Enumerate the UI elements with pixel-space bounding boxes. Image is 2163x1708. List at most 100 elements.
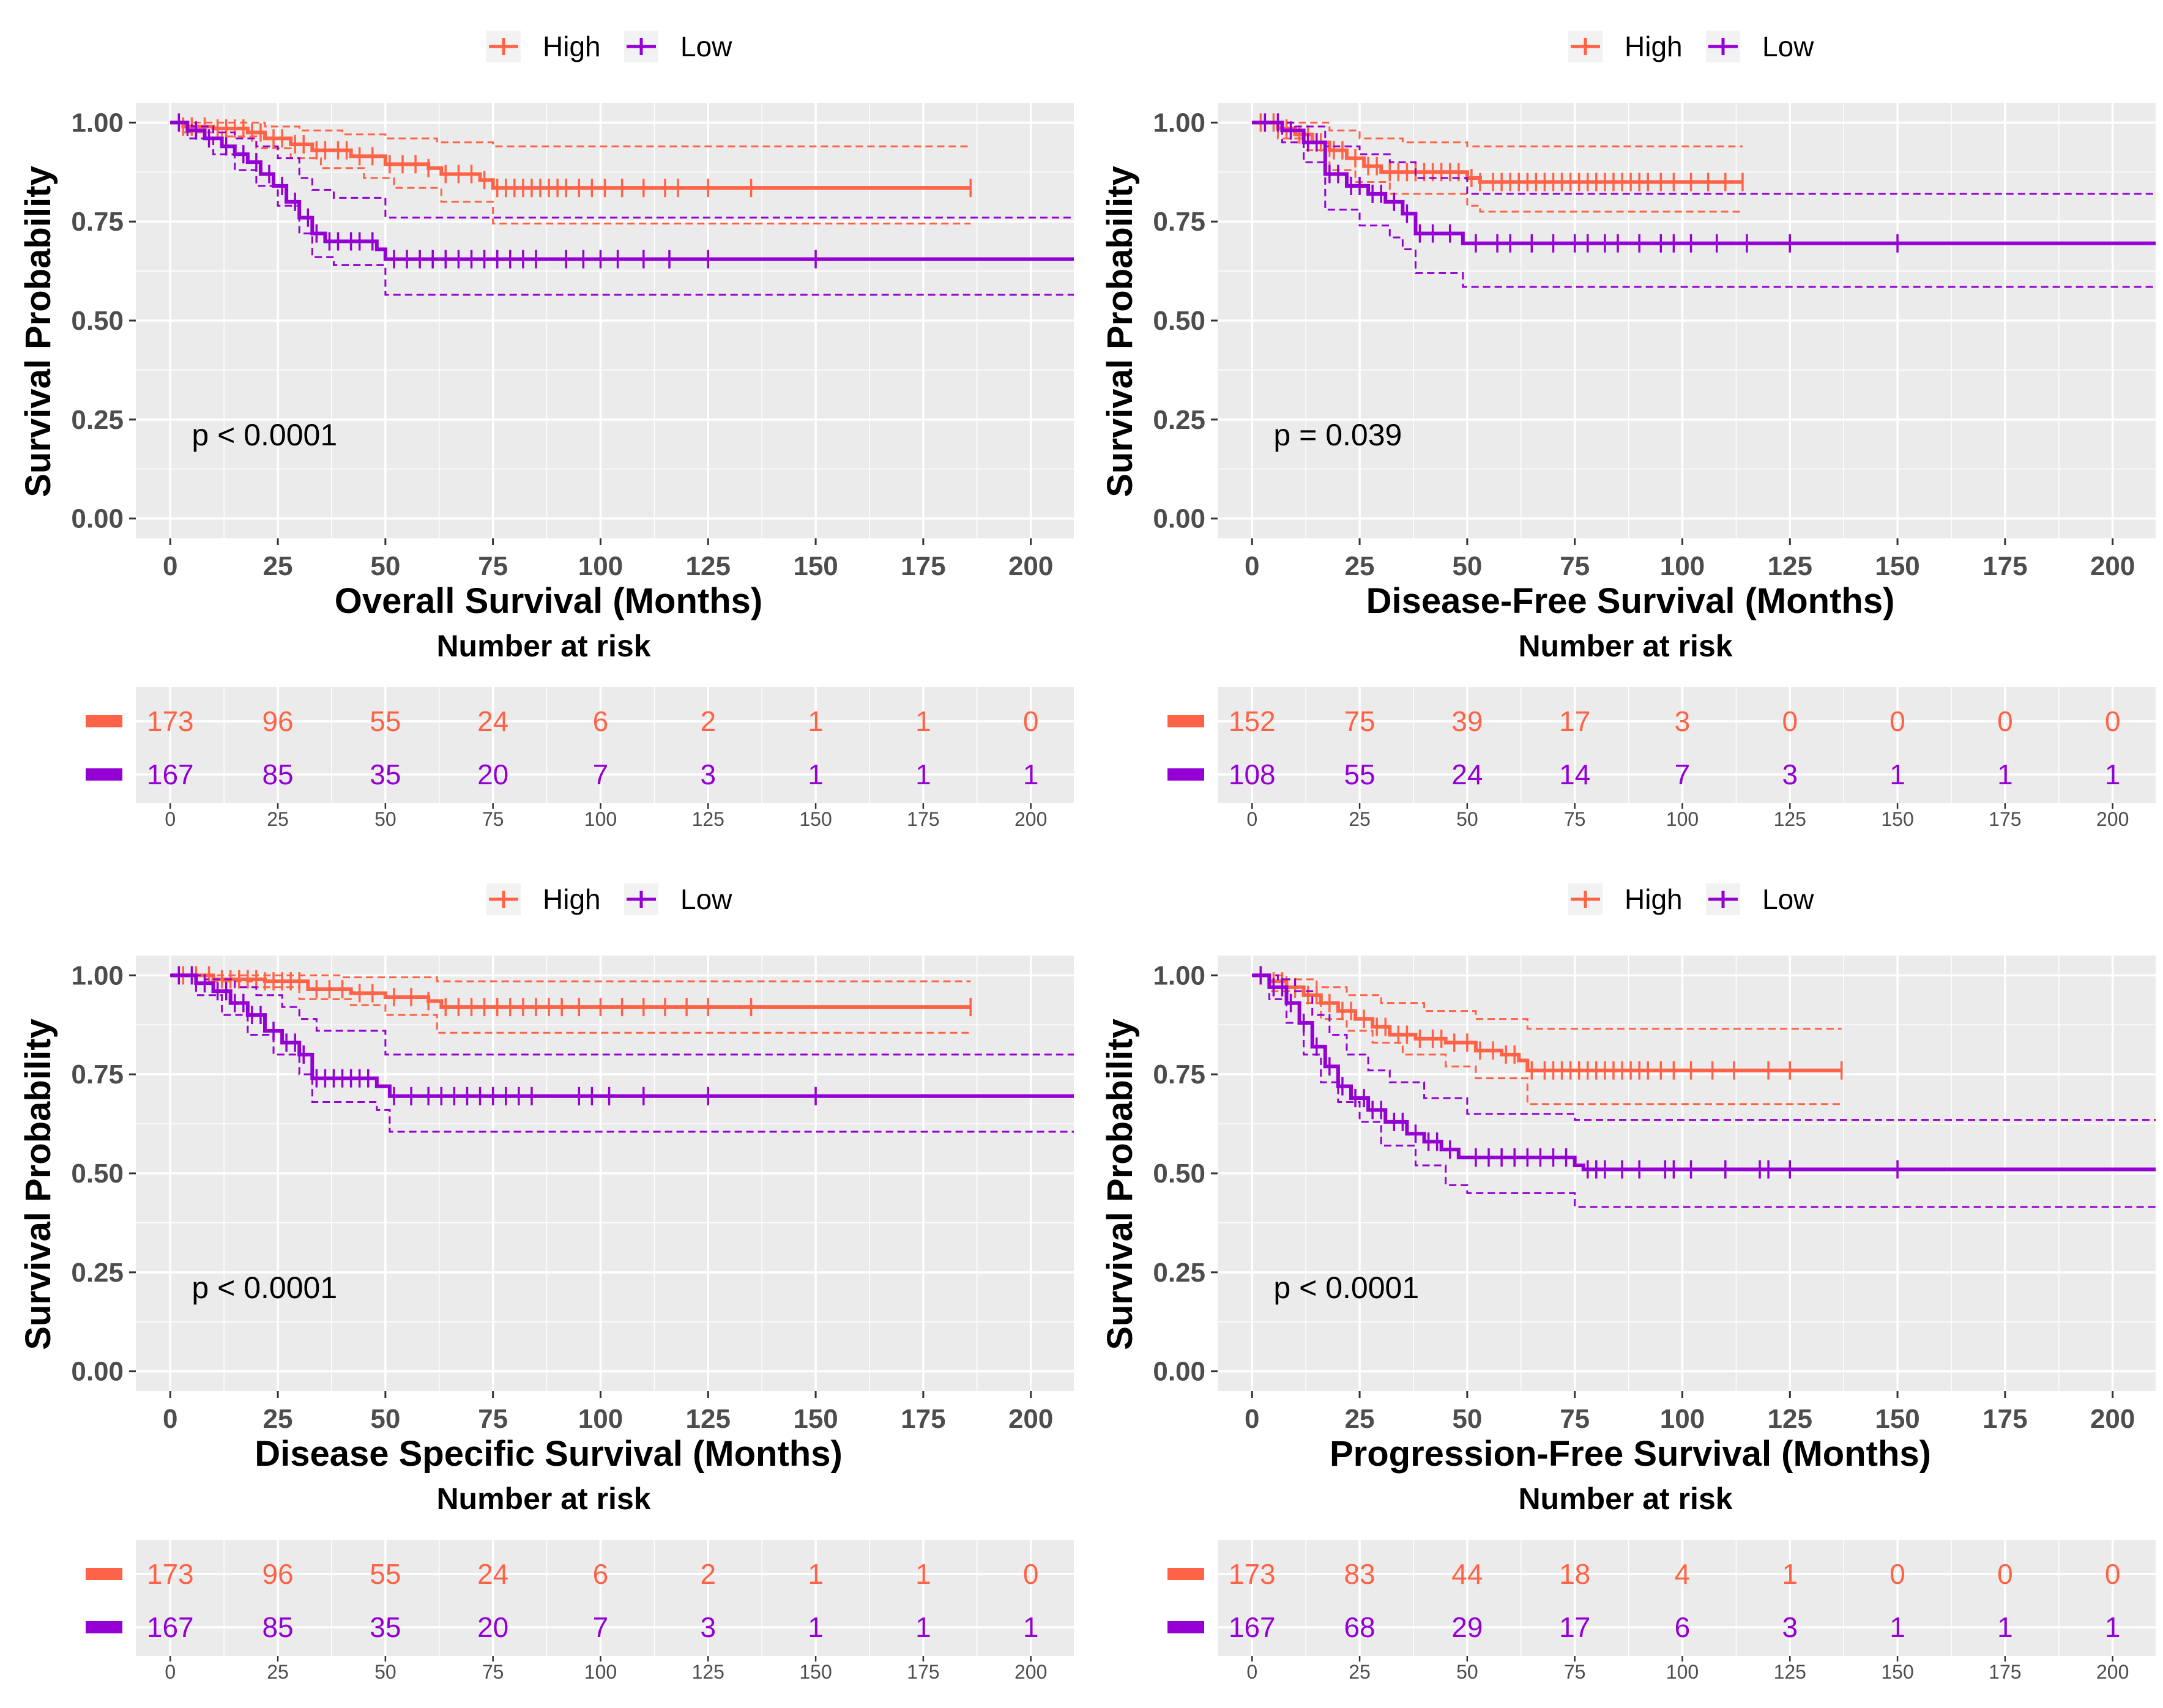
p-value: p < 0.0001 bbox=[192, 1271, 337, 1305]
y-tick-label: 0.50 bbox=[1153, 1159, 1205, 1189]
ci-upper-low bbox=[1252, 121, 2156, 195]
curves bbox=[170, 966, 1074, 1133]
axes: 0 25 50 75 100 125 150 175 200 0.00 0.25 0.50 0.75 1.… bbox=[1100, 108, 2135, 621]
risk-x-tick-label: 50 bbox=[1456, 1661, 1478, 1683]
risk-count-high: 0 bbox=[1023, 705, 1039, 737]
x-axis-title: Disease Specific Survival (Months) bbox=[255, 1434, 843, 1474]
x-tick-label: 0 bbox=[1245, 1404, 1259, 1434]
risk-count-low: 3 bbox=[700, 759, 716, 790]
risk-count-low: 17 bbox=[1559, 1611, 1590, 1643]
risk-count-low: 1 bbox=[2105, 759, 2121, 790]
ci-upper-high bbox=[170, 121, 971, 147]
risk-x-tick-label: 50 bbox=[1456, 808, 1478, 830]
x-axis-title: Progression-Free Survival (Months) bbox=[1330, 1434, 1931, 1474]
x-tick-label: 0 bbox=[1245, 551, 1259, 581]
risk-strata-key-high bbox=[86, 715, 122, 727]
risk-count-low: 108 bbox=[1229, 759, 1276, 790]
risk-count-high: 75 bbox=[1344, 705, 1375, 737]
x-tick-label: 50 bbox=[370, 551, 400, 581]
legend-key-low bbox=[624, 31, 658, 62]
x-tick-label: 100 bbox=[1660, 1404, 1705, 1434]
survival-curve-low bbox=[1252, 973, 2156, 1171]
x-tick-label: 175 bbox=[1982, 551, 2027, 581]
risk-x-tick-label: 25 bbox=[1349, 1661, 1371, 1683]
risk-table-background bbox=[136, 1540, 1074, 1656]
risk-x-tick-label: 200 bbox=[1014, 1661, 1047, 1683]
risk-x-tick-label: 175 bbox=[907, 808, 939, 830]
x-tick-label: 100 bbox=[578, 1404, 623, 1434]
risk-x-tick-label: 175 bbox=[1989, 1661, 2021, 1683]
legend-label-low: Low bbox=[680, 883, 732, 915]
y-tick-label: 1.00 bbox=[1153, 960, 1205, 990]
risk-x-tick-label: 0 bbox=[1246, 808, 1257, 830]
risk-count-high: 0 bbox=[1997, 705, 2013, 737]
y-tick-label: 0.25 bbox=[1153, 1258, 1205, 1288]
y-tick-label: 0.75 bbox=[1153, 1060, 1205, 1090]
x-tick-label: 25 bbox=[1345, 1404, 1375, 1434]
y-tick-label: 0.25 bbox=[71, 405, 124, 435]
risk-count-high: 152 bbox=[1229, 705, 1276, 737]
risk-count-low: 1 bbox=[1023, 1611, 1039, 1643]
x-tick-label: 175 bbox=[1982, 1404, 2027, 1434]
risk-count-low: 167 bbox=[147, 759, 194, 790]
risk-table-title: Number at risk bbox=[436, 629, 650, 663]
risk-count-low: 1 bbox=[915, 1611, 931, 1643]
risk-count-low: 85 bbox=[262, 759, 293, 790]
ci-lower-low bbox=[170, 121, 1074, 296]
risk-count-high: 3 bbox=[1675, 705, 1691, 737]
risk-table: Number at risk 152 75 39 17 3 0 0 0 0 108 55 24 14 7 3 1… bbox=[1167, 629, 2156, 830]
axes: 0 25 50 75 100 125 150 175 200 0.00 0.25 0.50 0.75 1.… bbox=[1100, 960, 2135, 1474]
risk-count-low: 68 bbox=[1344, 1611, 1375, 1643]
risk-count-low: 29 bbox=[1451, 1611, 1483, 1643]
x-axis-title: Overall Survival (Months) bbox=[335, 581, 762, 621]
risk-count-high: 1 bbox=[915, 1558, 931, 1590]
risk-count-high: 39 bbox=[1451, 705, 1483, 737]
risk-count-low: 1 bbox=[1997, 759, 2013, 790]
risk-count-low: 1 bbox=[1997, 1611, 2013, 1643]
risk-x-tick-label: 150 bbox=[1881, 1661, 1913, 1683]
risk-x-tick-label: 25 bbox=[267, 1661, 289, 1683]
risk-count-high: 17 bbox=[1559, 705, 1590, 737]
y-axis-title: Survival Probability bbox=[18, 166, 58, 497]
risk-x-tick-label: 150 bbox=[1881, 808, 1913, 830]
x-tick-label: 50 bbox=[370, 1404, 400, 1434]
legend-key-high bbox=[1568, 31, 1603, 62]
x-tick-label: 150 bbox=[793, 551, 838, 581]
x-tick-label: 50 bbox=[1452, 1404, 1482, 1434]
progression-free-survival-panel: High Low p < 0.0001 0 25 50 75 100 125 150 175 200 0… bbox=[1082, 853, 2163, 1705]
risk-count-high: 24 bbox=[477, 705, 508, 737]
series-high bbox=[1252, 966, 1843, 1105]
risk-count-low: 3 bbox=[1782, 759, 1798, 790]
ci-lower-high bbox=[170, 974, 971, 1034]
risk-count-high: 83 bbox=[1344, 1558, 1375, 1590]
risk-count-low: 1 bbox=[808, 1611, 824, 1643]
risk-table-background bbox=[1218, 687, 2156, 803]
series-low bbox=[170, 966, 1074, 1133]
axes: 0 25 50 75 100 125 150 175 200 0.00 0.25 0.50 0.75 1.… bbox=[18, 108, 1053, 621]
risk-table-background bbox=[136, 687, 1074, 803]
ci-lower-low bbox=[1252, 974, 2156, 1208]
risk-count-high: 55 bbox=[370, 705, 401, 737]
y-tick-label: 1.00 bbox=[71, 960, 124, 990]
risk-table-title: Number at risk bbox=[1518, 1482, 1732, 1516]
y-tick-label: 0.50 bbox=[1153, 306, 1205, 336]
risk-count-high: 2 bbox=[700, 705, 716, 737]
x-tick-label: 75 bbox=[1560, 1404, 1590, 1434]
x-tick-label: 0 bbox=[163, 1404, 177, 1434]
ci-upper-high bbox=[1252, 974, 1842, 1030]
risk-x-tick-label: 0 bbox=[1246, 1661, 1257, 1683]
x-tick-label: 100 bbox=[578, 551, 623, 581]
risk-x-tick-label: 100 bbox=[584, 1661, 617, 1683]
risk-x-tick-label: 175 bbox=[907, 1661, 939, 1683]
series-high bbox=[170, 966, 972, 1034]
legend-key-low bbox=[1706, 31, 1740, 62]
legend-key-high bbox=[1568, 883, 1603, 915]
x-tick-label: 75 bbox=[1560, 551, 1590, 581]
legend-label-high: High bbox=[543, 883, 601, 915]
risk-count-high: 0 bbox=[2105, 705, 2121, 737]
plot-area bbox=[1218, 103, 2156, 538]
legend-label-low: Low bbox=[1762, 31, 1814, 62]
